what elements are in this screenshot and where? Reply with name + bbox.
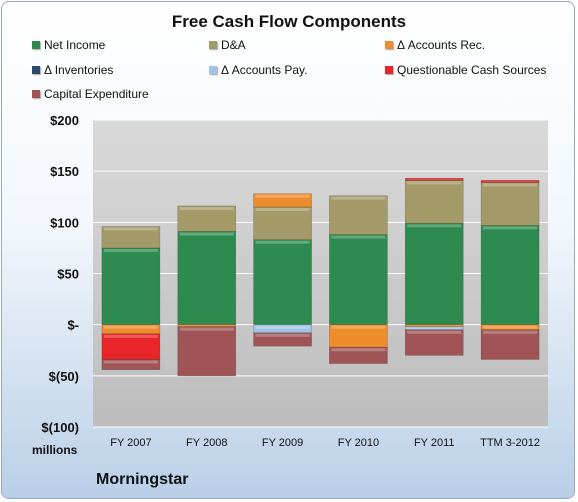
legend-swatch: [32, 65, 40, 74]
legend-swatch: [385, 40, 393, 49]
bar-segment: [329, 195, 388, 235]
y-tick-label: $50: [57, 267, 79, 282]
y-tick-label: $-: [67, 318, 79, 333]
bar-highlight: [255, 207, 310, 211]
bar-segment: [329, 346, 388, 364]
legend-item: Δ Accounts Pay.: [209, 63, 308, 77]
x-tick-label: FY 2009: [262, 437, 303, 449]
y-tick-label: $100: [50, 215, 79, 230]
bar-highlight: [255, 333, 310, 337]
bar-highlight: [103, 360, 158, 364]
bar-segment: [101, 226, 161, 249]
legend-item: D&A: [209, 38, 246, 52]
legend-item: Δ Accounts Rec.: [385, 38, 485, 52]
x-tick-label: FY 2011: [414, 437, 455, 449]
bar-highlight: [483, 181, 538, 182]
legend-label: Capital Expenditure: [44, 87, 149, 101]
bar-segment: [480, 180, 540, 183]
legend-swatch: [209, 40, 217, 49]
bar-highlight: [331, 196, 386, 200]
bar-highlight: [331, 325, 386, 329]
legend-label: Δ Inventories: [44, 63, 114, 77]
source-label: Morningstar: [96, 471, 189, 488]
bar-segment: [404, 178, 464, 181]
x-tick-label: FY 2010: [338, 437, 379, 449]
units-label: millions: [32, 443, 78, 457]
bar-segment: [480, 182, 540, 226]
bar-segment: [404, 329, 464, 356]
y-tick-label: $(50): [49, 369, 79, 384]
bar-segment: [329, 234, 388, 325]
legend-label: Questionable Cash Sources: [397, 63, 547, 77]
legend-label: Δ Accounts Rec.: [397, 38, 486, 52]
bar-segment: [101, 324, 161, 335]
legend-item: Questionable Cash Sources: [385, 63, 546, 77]
bar-segment: [101, 359, 161, 370]
x-tick-label: TTM 3-2012: [480, 437, 540, 449]
bar-highlight: [255, 325, 310, 329]
bar-highlight: [179, 232, 234, 236]
x-tick-label: FY 2007: [110, 437, 151, 449]
bar-highlight: [179, 206, 234, 210]
legend-swatch: [385, 65, 393, 74]
bar-segment: [177, 231, 237, 325]
legend-label: Net Income: [44, 38, 106, 52]
legend-item: Δ Inventories: [32, 63, 113, 77]
bar-highlight: [407, 325, 462, 327]
bar-segment: [480, 329, 540, 360]
bar-highlight: [407, 181, 462, 185]
bar-segment: [101, 247, 161, 325]
bar-highlight: [483, 183, 538, 187]
bar-segment: [253, 193, 312, 208]
bar-highlight: [407, 179, 462, 180]
bar-highlight: [407, 327, 462, 329]
bar-highlight: [179, 325, 234, 327]
bar-highlight: [179, 327, 234, 331]
bar-highlight: [103, 227, 158, 231]
bar-segment: [404, 223, 464, 325]
bar-segment: [177, 324, 237, 328]
bar-highlight: [483, 325, 538, 329]
bar-segment: [253, 206, 312, 241]
bar-highlight: [103, 248, 158, 252]
chart-title: Free Cash Flow Components: [171, 12, 407, 31]
legend-swatch: [32, 89, 40, 98]
legend-label: D&A: [221, 38, 246, 52]
y-tick-label: $200: [50, 113, 79, 128]
bar-segment: [253, 332, 312, 347]
bar-highlight: [407, 330, 462, 334]
bar-segment: [480, 225, 540, 325]
bar-segment: [177, 326, 237, 377]
bar-highlight: [331, 348, 386, 352]
bar-highlight: [255, 240, 310, 244]
bar-highlight: [483, 226, 538, 230]
bar-segment: [404, 180, 464, 224]
bar-highlight: [103, 325, 158, 329]
y-tick-label: $(100): [41, 420, 79, 435]
x-tick-label: FY 2008: [186, 437, 227, 449]
bar-highlight: [483, 330, 538, 334]
legend-swatch: [209, 65, 217, 74]
bar-segment: [404, 324, 464, 328]
legend-item: Capital Expenditure: [32, 87, 149, 101]
bar-highlight: [255, 194, 310, 198]
bar-segment: [253, 239, 312, 325]
bar-segment: [177, 205, 237, 232]
legend-label: Δ Accounts Pay.: [221, 63, 308, 77]
bar-highlight: [103, 334, 158, 338]
legend-item: Net Income: [32, 38, 105, 52]
bar-highlight: [407, 224, 462, 228]
bar-highlight: [331, 235, 386, 239]
y-tick-label: $150: [50, 164, 79, 179]
legend-swatch: [32, 40, 40, 49]
